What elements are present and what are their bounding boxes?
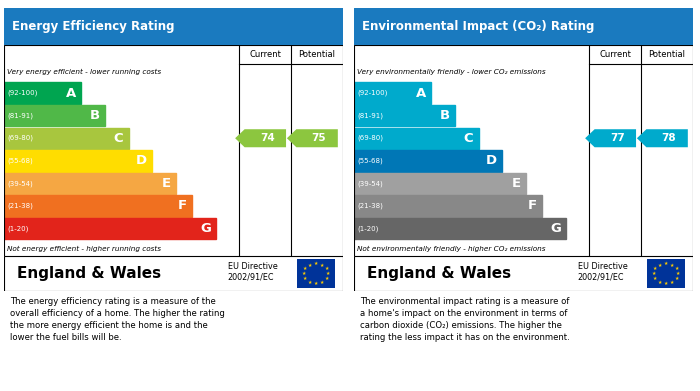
Text: D: D [136, 154, 147, 167]
Text: ★: ★ [314, 262, 318, 266]
Text: E: E [512, 177, 521, 190]
Polygon shape [637, 129, 688, 147]
Text: ★: ★ [326, 271, 330, 276]
Bar [354, 150, 502, 172]
Text: ★: ★ [674, 276, 679, 281]
Text: ★: ★ [307, 280, 312, 285]
Bar [354, 127, 479, 149]
Text: ★: ★ [676, 271, 680, 276]
Text: (55-68): (55-68) [358, 158, 384, 164]
Text: Not energy efficient - higher running costs: Not energy efficient - higher running co… [7, 246, 161, 252]
Text: C: C [114, 132, 123, 145]
Text: (81-91): (81-91) [8, 113, 34, 119]
Text: Potential: Potential [649, 50, 685, 59]
Text: F: F [178, 199, 187, 212]
Text: ★: ★ [320, 280, 324, 285]
Text: 78: 78 [662, 133, 676, 143]
Text: ★: ★ [651, 271, 656, 276]
Text: ★: ★ [670, 280, 674, 285]
Text: ★: ★ [653, 276, 657, 281]
Text: (92-100): (92-100) [358, 90, 388, 97]
Text: (1-20): (1-20) [358, 225, 379, 231]
Text: (81-91): (81-91) [358, 113, 384, 119]
Text: The environmental impact rating is a measure of
a home's impact on the environme: The environmental impact rating is a mea… [360, 297, 570, 342]
Text: Very environmentally friendly - lower CO₂ emissions: Very environmentally friendly - lower CO… [357, 69, 545, 75]
Text: D: D [486, 154, 497, 167]
Bar [354, 105, 455, 126]
Text: (21-38): (21-38) [358, 203, 384, 209]
Polygon shape [585, 129, 636, 147]
Text: ★: ★ [674, 266, 679, 271]
Text: ★: ★ [657, 280, 662, 285]
Text: ★: ★ [664, 281, 668, 286]
Text: G: G [550, 222, 561, 235]
Text: ★: ★ [657, 263, 662, 268]
Text: A: A [416, 87, 426, 100]
Text: ★: ★ [314, 281, 318, 286]
Text: Potential: Potential [299, 50, 335, 59]
Text: England & Wales: England & Wales [367, 266, 511, 281]
Text: A: A [66, 87, 76, 100]
Polygon shape [287, 129, 338, 147]
Text: Environmental Impact (CO₂) Rating: Environmental Impact (CO₂) Rating [362, 20, 594, 33]
Bar [354, 218, 566, 239]
Bar [354, 195, 542, 217]
Text: G: G [200, 222, 211, 235]
Bar [4, 83, 81, 104]
Text: ★: ★ [653, 266, 657, 271]
Text: (92-100): (92-100) [8, 90, 38, 97]
Text: ★: ★ [670, 263, 674, 268]
Text: 75: 75 [312, 133, 326, 143]
Text: The energy efficiency rating is a measure of the
overall efficiency of a home. T: The energy efficiency rating is a measur… [10, 297, 225, 342]
Text: EU Directive
2002/91/EC: EU Directive 2002/91/EC [228, 262, 277, 282]
Text: Energy Efficiency Rating: Energy Efficiency Rating [12, 20, 174, 33]
Text: 77: 77 [610, 133, 624, 143]
Bar [4, 172, 176, 194]
Text: (69-80): (69-80) [8, 135, 34, 142]
Text: 74: 74 [260, 133, 274, 143]
Text: ★: ★ [320, 263, 324, 268]
Text: ★: ★ [301, 271, 306, 276]
Text: (1-20): (1-20) [8, 225, 29, 231]
Text: Not environmentally friendly - higher CO₂ emissions: Not environmentally friendly - higher CO… [357, 246, 545, 252]
Text: England & Wales: England & Wales [17, 266, 161, 281]
Bar [4, 195, 192, 217]
Text: B: B [90, 109, 100, 122]
Text: ★: ★ [307, 263, 312, 268]
Text: C: C [464, 132, 473, 145]
Bar [4, 127, 129, 149]
Text: ★: ★ [324, 276, 329, 281]
Text: ★: ★ [303, 266, 307, 271]
Text: (39-54): (39-54) [358, 180, 384, 187]
Text: ★: ★ [664, 262, 668, 266]
Bar [354, 83, 431, 104]
Text: E: E [162, 177, 171, 190]
Text: Current: Current [599, 50, 631, 59]
Text: ★: ★ [303, 276, 307, 281]
Text: F: F [528, 199, 537, 212]
Text: EU Directive
2002/91/EC: EU Directive 2002/91/EC [578, 262, 627, 282]
Text: Very energy efficient - lower running costs: Very energy efficient - lower running co… [7, 69, 161, 75]
Bar [354, 172, 526, 194]
Text: (21-38): (21-38) [8, 203, 34, 209]
Text: (39-54): (39-54) [8, 180, 34, 187]
Bar [4, 150, 152, 172]
Text: Current: Current [249, 50, 281, 59]
Text: B: B [440, 109, 450, 122]
Text: (69-80): (69-80) [358, 135, 384, 142]
Text: (55-68): (55-68) [8, 158, 34, 164]
Polygon shape [235, 129, 286, 147]
Bar [4, 218, 216, 239]
Bar [4, 105, 105, 126]
Text: ★: ★ [324, 266, 329, 271]
